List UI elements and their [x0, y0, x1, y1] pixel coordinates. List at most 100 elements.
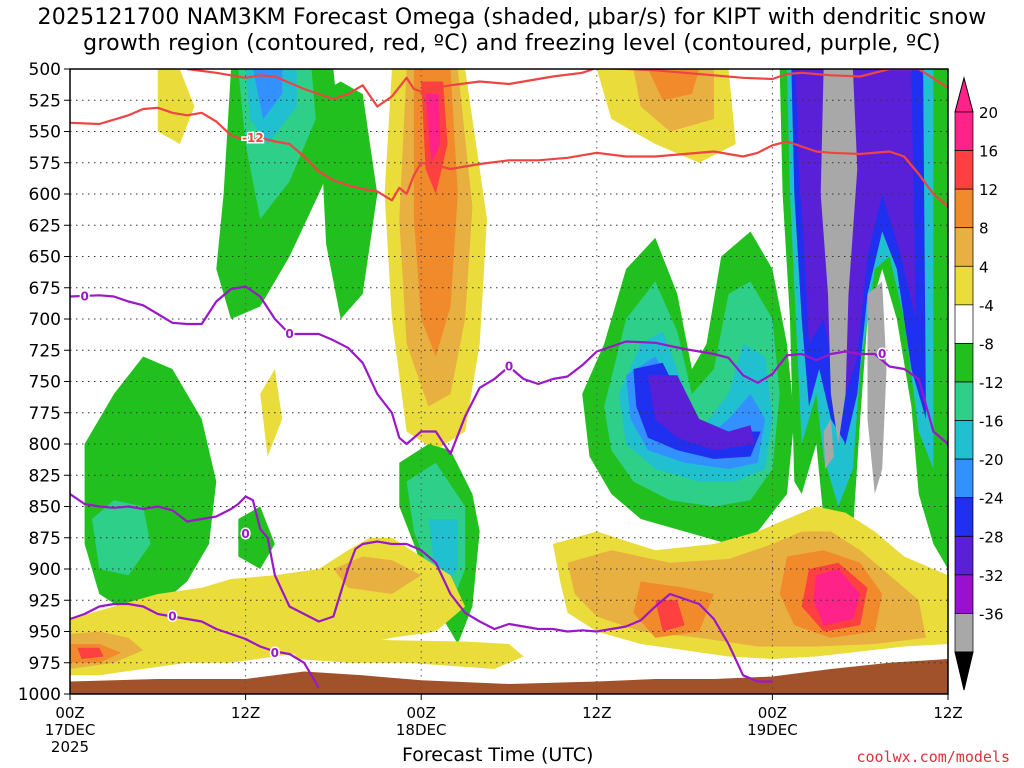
omega-region--12	[92, 500, 151, 576]
colorbar-label: -20	[979, 451, 1004, 469]
x-tick-label: 12Z	[933, 704, 962, 722]
omega-region--16	[428, 519, 458, 588]
colorbar-swatch	[954, 458, 974, 499]
y-tick-label: 875	[29, 529, 61, 549]
y-tick-label: 575	[29, 154, 61, 174]
y-tick-label: 800	[29, 435, 61, 455]
colorbar-label: -4	[979, 297, 994, 315]
colorbar-swatch	[954, 535, 974, 576]
colorbar-label: -16	[979, 413, 1004, 431]
plot-area: -12 0 0 0 0 0 0 0	[70, 69, 948, 694]
x-tick-label: 2025	[51, 738, 89, 756]
omega-region-16	[655, 600, 685, 632]
y-tick-label: 625	[29, 216, 61, 236]
x-tick-label: 17DEC	[45, 721, 96, 739]
terrain-fill	[70, 659, 948, 694]
colorbar-swatch	[954, 613, 974, 653]
colorbar-swatch	[954, 111, 974, 151]
contour-label: 0	[878, 347, 886, 361]
y-tick-label: 500	[29, 60, 61, 80]
y-tick-label: 675	[29, 279, 61, 299]
contour-line-2	[70, 285, 948, 456]
y-tick-label: 550	[29, 123, 61, 143]
omega-region--20	[252, 69, 283, 119]
omega-region-20	[425, 94, 441, 163]
credit-text: coolwx.com/models	[856, 748, 1010, 766]
contour-label: 0	[168, 610, 176, 624]
colorbar-label: 16	[979, 143, 998, 161]
y-tick-label: 725	[29, 341, 61, 361]
omega-region--36	[867, 281, 887, 494]
contour-line-1	[70, 106, 948, 208]
y-tick-label: 900	[29, 560, 61, 580]
contour-label: 0	[285, 327, 293, 341]
colorbar-label: -12	[979, 374, 1004, 392]
x-axis-title: Forecast Time (UTC)	[402, 744, 594, 766]
y-tick-label: 650	[29, 248, 61, 268]
contour-label: 0	[271, 646, 279, 660]
x-tick-label: 12Z	[231, 704, 260, 722]
colorbar-label: -36	[979, 605, 1004, 623]
omega-region-12	[648, 69, 700, 101]
colorbar-swatch	[954, 574, 974, 614]
colorbar: 20 16 12 8 4 -4 -8 -12 -16 -20 -24 -28 -32 -36	[954, 76, 1004, 691]
colorbar-label: -24	[979, 490, 1004, 508]
omega-region-16	[77, 647, 104, 659]
contour-label: 0	[241, 527, 249, 541]
y-tick-label: 950	[29, 623, 61, 643]
omega-region-4	[260, 369, 283, 457]
colorbar-label: 20	[979, 104, 998, 122]
colorbar-label: 12	[979, 181, 998, 199]
terrain-area	[70, 659, 948, 694]
colorbar-swatch	[954, 265, 974, 306]
omega-region--36	[838, 69, 853, 244]
omega-region-4	[157, 69, 195, 144]
y-tick-label: 525	[29, 91, 61, 111]
contour-line-4	[70, 602, 320, 689]
colorbar-top-arrow	[954, 76, 974, 113]
chart-title-line1: 2025121700 NAM3KM Forecast Omega (shaded…	[37, 5, 987, 30]
y-tick-label: 700	[29, 310, 61, 330]
colorbar-swatch	[954, 150, 974, 190]
colorbar-swatch	[954, 381, 974, 421]
y-tick-label: 975	[29, 654, 61, 674]
colorbar-label: 4	[979, 258, 989, 276]
colorbar-swatch	[954, 227, 974, 267]
contour-label: -12	[242, 131, 264, 145]
contour-label: 0	[80, 290, 88, 304]
colorbar-swatch	[954, 497, 974, 537]
omega-region-20	[813, 569, 861, 626]
omega-region-4	[289, 637, 524, 669]
colorbar-label: -8	[979, 335, 994, 353]
y-tick-label: 750	[29, 373, 61, 393]
contour-label: 0	[505, 360, 513, 374]
gridlines	[70, 69, 948, 694]
contour-line-0	[186, 69, 948, 108]
omega-region--36	[823, 419, 834, 469]
colorbar-swatch	[954, 343, 974, 383]
colorbar-swatch	[954, 188, 974, 229]
y-tick-label: 600	[29, 185, 61, 205]
contour-labels: -12 0 0 0 0 0 0 0	[79, 129, 888, 661]
x-tick-label: 00Z	[758, 704, 787, 722]
omega-region-8	[333, 556, 422, 594]
y-tick-label: 825	[29, 466, 61, 486]
chart-title-line2: growth region (contoured, red, ºC) and f…	[83, 31, 941, 56]
x-tick-label: 12Z	[582, 704, 611, 722]
contour-line-3	[70, 493, 773, 683]
colorbar-bottom-arrow	[954, 651, 974, 691]
omega-region--28	[648, 375, 755, 451]
colorbar-swatch	[954, 304, 974, 344]
y-tick-label: 850	[29, 498, 61, 518]
colorbar-swatch	[954, 420, 974, 460]
x-tick-label: 00Z	[55, 704, 84, 722]
colorbar-label: -28	[979, 528, 1004, 546]
y-tick-label: 925	[29, 591, 61, 611]
colorbar-label: -32	[979, 567, 1004, 585]
x-tick-label: 19DEC	[747, 721, 798, 739]
x-tick-label: 18DEC	[396, 721, 447, 739]
contour-lines	[70, 69, 948, 689]
y-tick-label: 775	[29, 404, 61, 424]
